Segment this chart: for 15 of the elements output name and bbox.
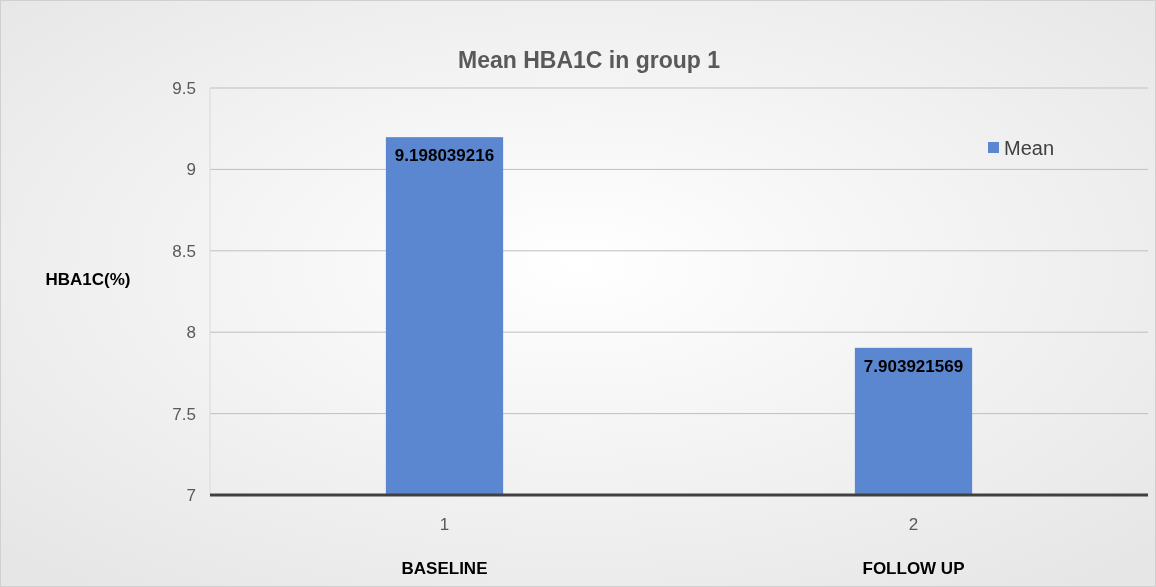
data-label: 9.198039216 [394, 146, 495, 166]
data-label: 7.903921569 [863, 356, 964, 376]
y-tick-label: 9.5 [172, 78, 196, 98]
y-tick-label: 9 [186, 160, 196, 180]
chart-title: Mean HBA1C in group 1 [458, 47, 721, 73]
y-tick-label: 8.5 [172, 241, 196, 261]
x-tick-label: 1 [439, 515, 450, 534]
legend-label: Mean [1004, 137, 1055, 159]
y-tick-label: 7.5 [172, 404, 196, 424]
text: FOLLOW UP [862, 559, 965, 578]
y-tick-label: 8 [186, 323, 196, 343]
y-tick-label: 7 [186, 485, 196, 505]
text: BASELINE [401, 559, 488, 578]
y-axis-title: HBA1C(%) [45, 270, 131, 289]
x-tick-label: 2 [908, 515, 919, 534]
